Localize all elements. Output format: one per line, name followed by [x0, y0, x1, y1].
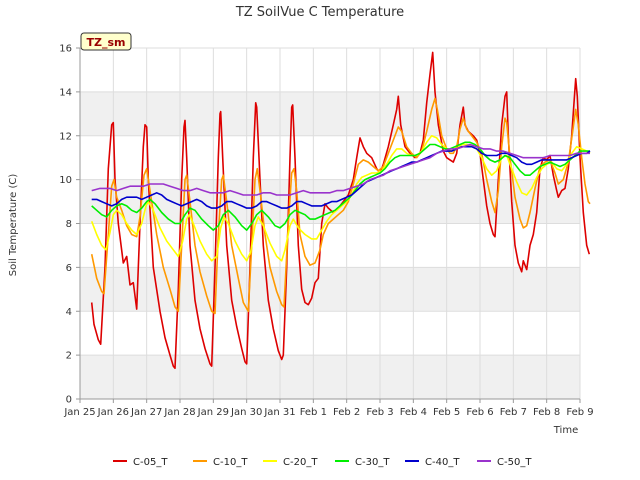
legend-item-c-50-t: C-50_T: [477, 457, 532, 468]
x-tick-label: Feb 1: [300, 407, 327, 418]
legend-label: C-20_T: [283, 457, 318, 468]
plot-band: [80, 91, 580, 136]
series-line-c-40-t: [91, 145, 591, 209]
x-tick-label: Feb 8: [533, 407, 560, 418]
station-label-box: TZ_sm: [80, 32, 132, 51]
y-tick-label: 2: [66, 351, 72, 362]
x-tick-label: Jan 28: [163, 407, 195, 418]
legend: C-05_T C-10_T C-20_T C-30_T C-40_T C-50_T: [113, 457, 532, 468]
legend-item-c-30-t: C-30_T: [335, 457, 390, 468]
y-axis-label: Soil Temperature (C): [8, 174, 19, 277]
y-tick-label: 14: [59, 87, 72, 98]
x-tick-label: Feb 6: [466, 407, 493, 418]
series-line-c-50-t: [91, 143, 590, 196]
x-tick-label: Jan 30: [230, 407, 262, 418]
y-tick-label: 6: [66, 263, 72, 274]
y-tick-label: 8: [66, 219, 72, 230]
legend-item-c-05-t: C-05_T: [113, 457, 168, 468]
chart-title: TZ SoilVue C Temperature: [235, 5, 404, 20]
y-tick-label: 10: [59, 175, 72, 186]
x-tick-label: Feb 3: [366, 407, 393, 418]
y-tick-label: 0: [66, 395, 72, 406]
x-tick-label: Jan 29: [197, 407, 229, 418]
x-axis-label: Time: [553, 425, 578, 436]
x-tick-label: Feb 7: [500, 407, 527, 418]
legend-label: C-05_T: [133, 457, 168, 468]
legend-label: C-50_T: [497, 457, 532, 468]
legend-item-c-10-t: C-10_T: [193, 457, 248, 468]
plot-band: [80, 135, 580, 180]
legend-label: C-10_T: [213, 457, 248, 468]
x-tick-label: Jan 25: [63, 407, 95, 418]
plot-band: [80, 355, 580, 399]
y-tick-label: 12: [59, 131, 72, 142]
series-layer: [90, 51, 591, 370]
x-tick-label: Feb 4: [400, 407, 427, 418]
legend-item-c-20-t: C-20_T: [263, 457, 318, 468]
plot-band: [80, 223, 580, 268]
y-tick-label: 16: [59, 44, 72, 55]
x-tick-label: Feb 2: [333, 407, 360, 418]
legend-label: C-40_T: [425, 457, 460, 468]
x-tick-label: Jan 31: [263, 407, 295, 418]
x-tick-label: Jan 27: [130, 407, 162, 418]
x-tick-label: Feb 9: [566, 407, 593, 418]
series-line-c-30-t: [91, 141, 590, 231]
y-tick-label: 4: [66, 307, 72, 318]
plot-band: [80, 267, 580, 312]
legend-item-c-40-t: C-40_T: [405, 457, 460, 468]
plot-band: [80, 311, 580, 356]
x-tick-label: Jan 26: [97, 407, 129, 418]
plot-band: [80, 48, 580, 92]
x-tick-label: Feb 5: [433, 407, 460, 418]
legend-label: C-30_T: [355, 457, 390, 468]
station-label: TZ_sm: [87, 36, 126, 49]
station-label-frame: [80, 32, 132, 51]
series-line-c-20-t: [90, 135, 591, 262]
